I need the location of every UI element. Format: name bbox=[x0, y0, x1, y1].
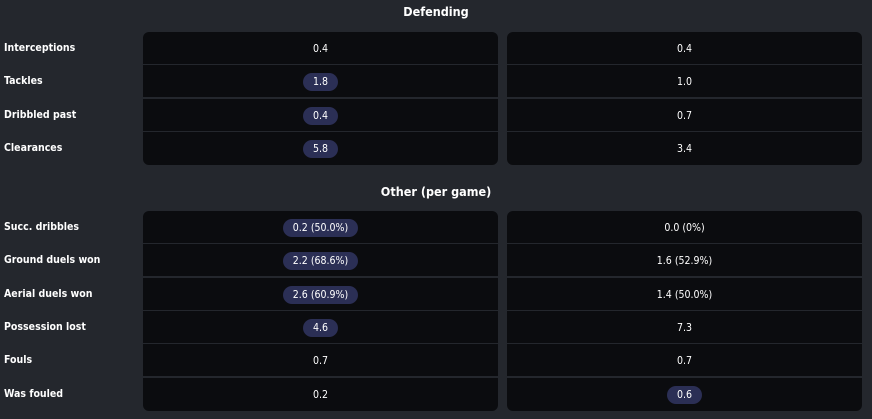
stat-cell-left: 4.6 bbox=[143, 311, 498, 344]
stat-value: 0.0 (0%) bbox=[664, 221, 705, 234]
row-divider bbox=[143, 343, 498, 344]
row-divider bbox=[143, 64, 498, 65]
row-divider bbox=[507, 243, 862, 244]
row-divider bbox=[143, 131, 498, 132]
stat-label: Aerial duels won bbox=[4, 288, 93, 300]
row-divider bbox=[143, 310, 498, 311]
stat-cell-right: 1.4 (50.0%) bbox=[507, 278, 862, 311]
stat-value: 1.0 bbox=[676, 75, 693, 88]
stat-cell-left: 1.8 bbox=[143, 65, 498, 98]
defending-section-title: Defending bbox=[403, 4, 469, 19]
stat-label: Interceptions bbox=[4, 42, 76, 54]
stat-cell-right: 0.7 bbox=[507, 99, 862, 132]
stat-label: Possession lost bbox=[4, 321, 86, 333]
stat-value: 0.4 bbox=[312, 42, 329, 55]
stat-cell-right: 3.4 bbox=[507, 132, 862, 165]
row-divider bbox=[507, 310, 862, 311]
stat-value-highlighted: 0.6 bbox=[666, 385, 703, 404]
stat-row: Dribbled past 0.4 0.7 bbox=[0, 99, 872, 132]
stat-value: 0.7 bbox=[312, 354, 329, 367]
stat-value: 0.7 bbox=[676, 109, 693, 122]
stat-row: Ground duels won 2.2 (68.6%) 1.6 (52.9%) bbox=[0, 244, 872, 277]
stat-label: Clearances bbox=[4, 142, 63, 154]
stat-cell-right: 1.0 bbox=[507, 65, 862, 98]
stat-label: Ground duels won bbox=[4, 254, 101, 266]
stat-row: Interceptions 0.4 0.4 bbox=[0, 32, 872, 65]
row-divider bbox=[507, 276, 862, 277]
stat-label: Succ. dribbles bbox=[4, 221, 80, 233]
stat-label: Dribbled past bbox=[4, 109, 77, 121]
stat-row: Clearances 5.8 3.4 bbox=[0, 132, 872, 165]
row-divider bbox=[143, 276, 498, 277]
stat-cell-left: 0.4 bbox=[143, 99, 498, 132]
stat-value: 0.7 bbox=[676, 354, 693, 367]
stat-value: 0.2 bbox=[312, 388, 329, 401]
row-divider bbox=[143, 376, 498, 377]
row-divider bbox=[507, 376, 862, 377]
stat-value-highlighted: 2.6 (60.9%) bbox=[282, 285, 359, 304]
stat-cell-right: 0.7 bbox=[507, 344, 862, 377]
stat-value: 1.6 (52.9%) bbox=[656, 254, 713, 267]
stat-cell-left: 0.2 bbox=[143, 378, 498, 411]
row-divider bbox=[143, 243, 498, 244]
other-section-title: Other (per game) bbox=[380, 184, 492, 199]
row-divider bbox=[507, 131, 862, 132]
stat-value: 7.3 bbox=[676, 321, 693, 334]
stat-label: Fouls bbox=[4, 354, 33, 366]
row-divider bbox=[507, 97, 862, 98]
stat-cell-right: 7.3 bbox=[507, 311, 862, 344]
stat-row: Succ. dribbles 0.2 (50.0%) 0.0 (0%) bbox=[0, 211, 872, 244]
stat-cell-left: 0.4 bbox=[143, 32, 498, 65]
row-divider bbox=[143, 97, 498, 98]
row-divider bbox=[507, 343, 862, 344]
stat-value-highlighted: 0.2 (50.0%) bbox=[282, 218, 359, 237]
stat-label: Tackles bbox=[4, 75, 43, 87]
stat-value-highlighted: 5.8 bbox=[302, 139, 339, 158]
stat-cell-left: 2.2 (68.6%) bbox=[143, 244, 498, 277]
stat-label: Was fouled bbox=[4, 388, 64, 400]
stat-row: Possession lost 4.6 7.3 bbox=[0, 311, 872, 344]
stat-value-highlighted: 1.8 bbox=[302, 72, 339, 91]
stat-cell-right: 1.6 (52.9%) bbox=[507, 244, 862, 277]
stat-row: Fouls 0.7 0.7 bbox=[0, 344, 872, 377]
stat-value: 3.4 bbox=[676, 142, 693, 155]
stat-cell-left: 0.7 bbox=[143, 344, 498, 377]
stat-cell-left: 5.8 bbox=[143, 132, 498, 165]
stat-value: 1.4 (50.0%) bbox=[656, 288, 713, 301]
stat-cell-right: 0.6 bbox=[507, 378, 862, 411]
stat-cell-right: 0.0 (0%) bbox=[507, 211, 862, 244]
stat-row: Aerial duels won 2.6 (60.9%) 1.4 (50.0%) bbox=[0, 278, 872, 311]
stat-value-highlighted: 0.4 bbox=[302, 106, 339, 125]
stat-cell-left: 2.6 (60.9%) bbox=[143, 278, 498, 311]
stat-row: Was fouled 0.2 0.6 bbox=[0, 378, 872, 411]
stat-value: 0.4 bbox=[676, 42, 693, 55]
stat-value-highlighted: 2.2 (68.6%) bbox=[282, 251, 359, 270]
stat-row: Tackles 1.8 1.0 bbox=[0, 65, 872, 98]
stat-cell-right: 0.4 bbox=[507, 32, 862, 65]
stat-cell-left: 0.2 (50.0%) bbox=[143, 211, 498, 244]
stat-value-highlighted: 4.6 bbox=[302, 318, 339, 337]
row-divider bbox=[507, 64, 862, 65]
